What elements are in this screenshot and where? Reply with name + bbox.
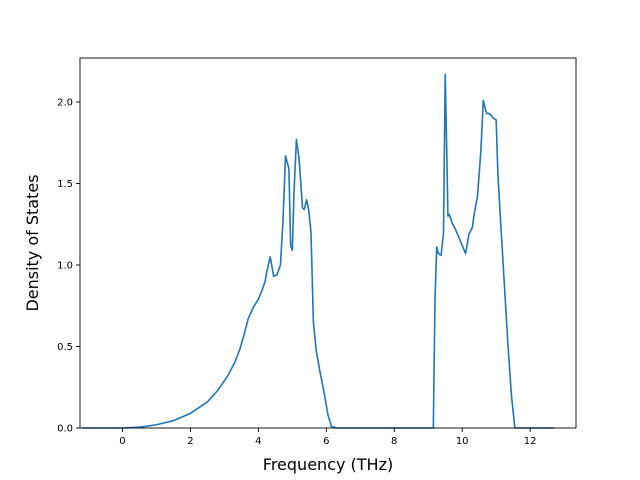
x-tick-label: 0 — [119, 436, 125, 447]
y-tick-label: 2.0 — [57, 98, 73, 109]
x-tick-label: 10 — [456, 436, 469, 447]
y-tick-label: 1.5 — [57, 179, 73, 190]
x-axis-ticks: 0 2 4 6 8 10 12 — [119, 428, 537, 447]
axes-frame — [79, 57, 577, 429]
x-tick-label: 4 — [255, 436, 261, 447]
x-tick-label: 2 — [187, 436, 193, 447]
plot-area — [79, 57, 577, 429]
dos-series-line — [81, 73, 554, 429]
x-tick-label: 12 — [524, 436, 537, 447]
x-tick-label: 6 — [323, 436, 329, 447]
y-axis-ticks: 0.0 0.5 1.0 1.5 2.0 — [57, 98, 80, 435]
x-axis-label: Frequency (THz) — [263, 455, 393, 474]
y-tick-label: 1.0 — [57, 261, 73, 272]
y-tick-label: 0.0 — [57, 424, 73, 435]
y-axis-label: Density of States — [23, 174, 42, 311]
y-tick-label: 0.5 — [57, 342, 73, 353]
x-tick-label: 8 — [391, 436, 397, 447]
